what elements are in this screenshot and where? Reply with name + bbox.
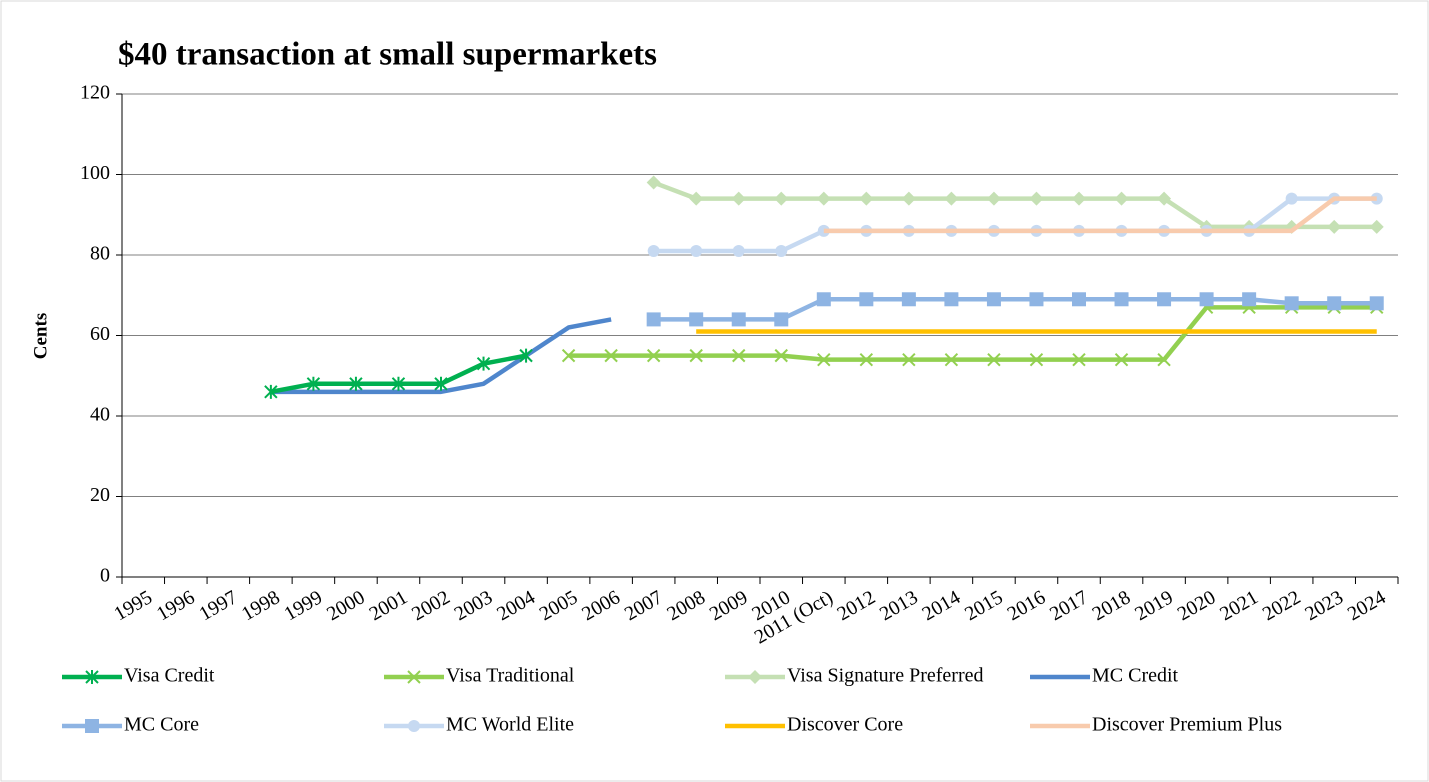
y-tick-label: 60 <box>90 323 110 345</box>
marker <box>519 348 533 363</box>
marker <box>1114 292 1129 307</box>
series-line <box>823 196 1377 234</box>
legend-label: Visa Signature Preferred <box>787 665 984 687</box>
series-line <box>568 305 1377 362</box>
marker <box>987 352 1001 367</box>
marker <box>901 191 916 206</box>
marker <box>647 244 660 257</box>
marker <box>731 312 746 327</box>
marker <box>732 348 746 363</box>
marker <box>306 376 321 391</box>
marker <box>1029 352 1044 367</box>
marker <box>732 244 745 257</box>
marker <box>264 384 278 399</box>
marker <box>85 670 99 684</box>
marker <box>774 191 789 206</box>
marker <box>646 175 661 190</box>
legend-label: Discover Core <box>787 714 903 736</box>
legend-label: MC Credit <box>1092 665 1179 687</box>
marker <box>1285 192 1298 205</box>
marker <box>944 191 959 206</box>
y-tick-label: 40 <box>90 404 110 426</box>
chart-title: $40 transaction at small supermarkets <box>118 37 657 73</box>
marker <box>689 348 703 363</box>
marker <box>986 191 1001 206</box>
marker <box>1157 352 1171 367</box>
marker <box>1029 292 1044 307</box>
marker <box>1114 352 1129 367</box>
marker <box>859 292 874 307</box>
marker <box>604 348 618 363</box>
marker <box>859 352 874 367</box>
series-line <box>653 297 1377 322</box>
marker <box>1114 191 1129 206</box>
y-tick-label: 0 <box>100 565 110 587</box>
marker <box>1327 296 1342 311</box>
marker <box>1199 292 1214 307</box>
marker <box>1157 292 1172 307</box>
marker <box>902 352 916 367</box>
marker <box>859 191 874 206</box>
marker <box>1369 296 1384 311</box>
marker <box>646 312 661 327</box>
marker <box>646 348 661 363</box>
marker <box>349 376 363 391</box>
marker <box>1242 292 1257 307</box>
y-tick-label: 80 <box>90 243 110 265</box>
y-axis-label: Cents <box>30 313 51 359</box>
y-tick-label: 120 <box>80 82 110 104</box>
marker <box>816 292 831 307</box>
marker <box>1157 191 1172 206</box>
legend-label: Visa Traditional <box>446 665 575 687</box>
marker <box>407 670 421 684</box>
y-tick-label: 20 <box>90 484 110 506</box>
marker <box>408 720 420 732</box>
marker <box>85 719 99 733</box>
marker <box>1369 219 1384 234</box>
legend-label: MC World Elite <box>446 714 574 736</box>
marker <box>901 292 916 307</box>
marker <box>1072 352 1086 367</box>
marker <box>1029 191 1044 206</box>
marker <box>944 292 959 307</box>
series-line <box>270 317 612 395</box>
marker <box>689 191 704 206</box>
marker <box>1072 191 1086 206</box>
marker <box>391 376 406 391</box>
marker <box>690 244 703 257</box>
marker <box>774 348 788 363</box>
marker <box>816 191 831 206</box>
marker <box>476 356 491 371</box>
marker <box>748 670 762 684</box>
marker <box>1327 219 1342 234</box>
marker <box>817 352 831 367</box>
marker <box>774 312 789 327</box>
marker <box>731 191 746 206</box>
marker <box>434 376 448 391</box>
y-tick-label: 100 <box>80 162 110 184</box>
marker <box>1072 292 1086 307</box>
marker <box>986 292 1001 307</box>
marker <box>1284 296 1299 311</box>
legend-label: Discover Premium Plus <box>1092 714 1282 736</box>
marker <box>775 244 788 257</box>
legend-label: Visa Credit <box>124 665 215 687</box>
marker <box>561 348 576 363</box>
marker <box>689 312 704 327</box>
marker <box>944 352 959 367</box>
legend-label: MC Core <box>124 714 199 736</box>
